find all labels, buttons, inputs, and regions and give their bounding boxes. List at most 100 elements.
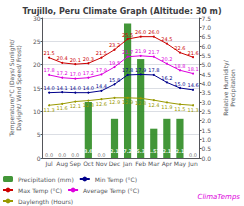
svg-text:0.0: 0.0 [58,152,66,158]
svg-text:Mar: Mar [148,160,160,167]
svg-text:20.4: 20.4 [57,55,68,61]
svg-text:20.2: 20.2 [161,56,172,62]
svg-text:11.9: 11.9 [161,104,172,110]
svg-text:0.0: 0.0 [189,152,197,158]
svg-text:4.5: 4.5 [202,71,212,78]
svg-text:15.0: 15.0 [174,81,185,87]
svg-text:Feb: Feb [135,160,146,167]
svg-text:Precipitation: Precipitation [229,69,237,107]
svg-text:21.7: 21.7 [148,49,159,55]
svg-text:16.2: 16.2 [161,75,172,81]
svg-text:2.1: 2.1 [176,148,185,154]
svg-text:Jun: Jun [187,160,198,168]
svg-text:5.3: 5.3 [136,148,145,154]
svg-text:4.0: 4.0 [202,80,212,87]
svg-text:Jul: Jul [44,160,53,168]
svg-text:6.0: 6.0 [202,43,212,50]
svg-text:14.0: 14.0 [44,85,55,91]
svg-text:0.5: 0.5 [202,145,212,152]
svg-text:10: 10 [33,108,41,115]
svg-text:20.1: 20.1 [70,57,81,63]
svg-text:11.3: 11.3 [44,107,55,113]
svg-text:12.6: 12.6 [96,101,107,107]
svg-text:30: 30 [33,15,41,22]
svg-text:3.0: 3.0 [202,99,212,106]
svg-text:3.0: 3.0 [84,148,93,154]
svg-text:3.5: 3.5 [202,89,212,96]
svg-text:Precipitation (mm): Precipitation (mm) [18,176,74,184]
svg-text:20: 20 [33,61,41,68]
svg-text:1.0: 1.0 [202,136,212,143]
svg-text:17.9: 17.9 [135,67,146,73]
svg-text:6.5: 6.5 [202,33,212,40]
svg-text:17.9: 17.9 [96,67,107,73]
svg-text:Dec: Dec [109,160,121,167]
svg-text:17.8: 17.8 [44,67,55,73]
svg-text:12.1: 12.1 [70,103,81,109]
svg-text:2.5: 2.5 [202,108,212,115]
svg-text:19.5: 19.5 [109,60,120,66]
svg-text:15: 15 [33,85,41,92]
svg-text:17.2: 17.2 [57,70,68,76]
svg-text:0.0: 0.0 [202,155,212,162]
svg-text:0: 0 [37,155,41,162]
svg-text:12.9: 12.9 [109,99,120,105]
svg-text:14.0: 14.0 [70,85,81,91]
svg-text:2.1: 2.1 [162,148,171,154]
svg-text:18.1: 18.1 [187,66,198,72]
svg-text:17.0: 17.0 [70,71,81,77]
svg-text:14.0: 14.0 [83,85,94,91]
svg-text:17.2: 17.2 [83,70,94,76]
svg-text:2.0: 2.0 [202,117,212,124]
svg-text:20.3: 20.3 [83,56,94,62]
svg-text:12.4: 12.4 [148,102,159,108]
svg-text:1.5: 1.5 [202,127,212,134]
svg-text:12.9: 12.9 [122,99,133,105]
svg-text:2.1: 2.1 [110,148,119,154]
svg-text:0.0: 0.0 [45,152,53,158]
svg-text:11.3: 11.3 [187,107,198,113]
svg-text:0.0: 0.0 [71,152,79,158]
svg-text:Apr: Apr [162,160,173,168]
svg-text:Daylength (Hours): Daylength (Hours) [18,198,73,206]
svg-text:Nov: Nov [96,160,108,167]
svg-text:21.5: 21.5 [96,50,107,56]
svg-text:Daylight/ Wind Speed/ Frost): Daylight/ Wind Speed/ Frost) [15,45,23,131]
svg-text:0.0: 0.0 [97,152,105,158]
svg-text:17.8: 17.8 [148,67,159,73]
svg-text:15.8: 15.8 [109,77,120,83]
svg-text:21.6: 21.6 [187,50,198,56]
svg-text:Oct: Oct [83,160,94,167]
svg-text:May: May [174,160,187,168]
svg-text:Average Temp (°C): Average Temp (°C) [83,187,139,195]
svg-text:7.2: 7.2 [123,148,132,154]
svg-text:26.0: 26.0 [135,29,146,35]
svg-text:7.5: 7.5 [202,15,212,22]
svg-text:Min Temp (°C): Min Temp (°C) [95,176,137,184]
svg-text:7.0: 7.0 [202,24,212,31]
svg-text:ClimaTemps: ClimaTemps [197,193,240,201]
svg-text:5.0: 5.0 [202,61,212,68]
svg-text:5.5: 5.5 [202,52,212,59]
svg-text:11.5: 11.5 [174,106,185,112]
svg-text:1.57: 1.57 [148,148,161,154]
svg-text:21.9: 21.9 [135,48,146,54]
svg-text:25: 25 [33,38,41,45]
svg-text:23.2: 23.2 [109,42,120,48]
svg-text:Trujillo, Peru Climate Graph (: Trujillo, Peru Climate Graph (Altitude: … [22,7,221,16]
svg-text:22.6: 22.6 [174,45,185,51]
svg-text:14.4: 14.4 [96,83,107,89]
svg-text:21.5: 21.5 [44,50,55,56]
svg-text:14.1: 14.1 [57,85,68,91]
svg-text:18.8: 18.8 [174,63,185,69]
svg-text:25.5: 25.5 [122,32,133,38]
svg-text:17.8: 17.8 [122,67,133,73]
svg-text:Aug: Aug [56,160,68,168]
svg-text:Sep: Sep [70,160,82,168]
svg-text:24.5: 24.5 [161,36,172,42]
svg-text:12.8: 12.8 [135,100,146,106]
svg-text:5: 5 [37,131,41,138]
svg-text:11.6: 11.6 [57,105,68,111]
svg-text:Jan: Jan [122,160,132,168]
svg-text:12.3: 12.3 [83,102,94,108]
